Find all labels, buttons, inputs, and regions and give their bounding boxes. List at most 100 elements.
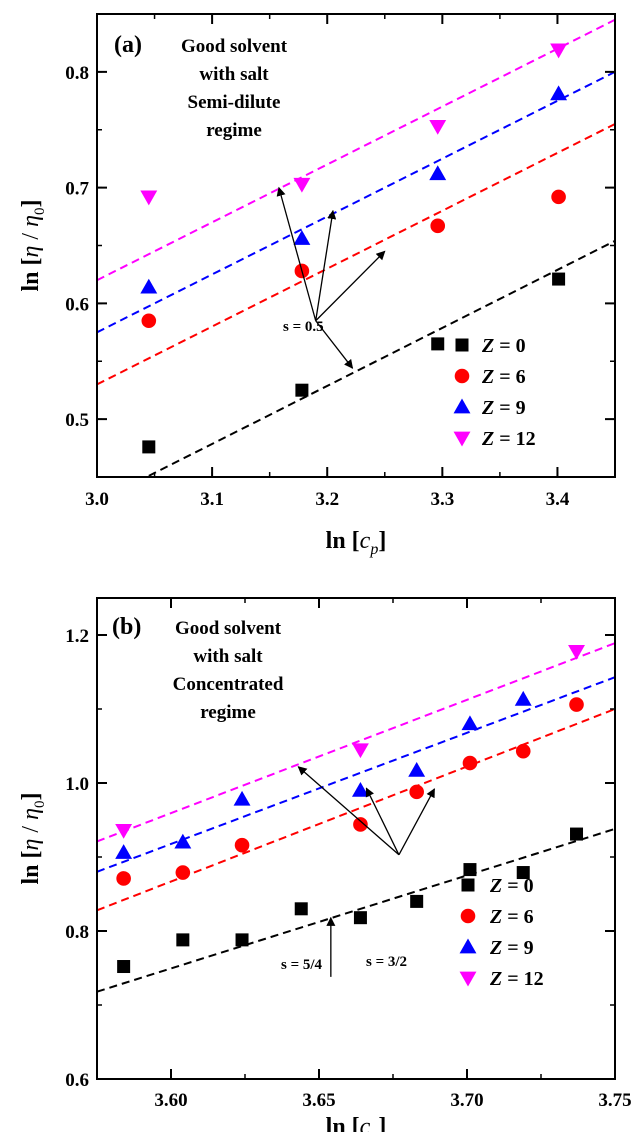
x-tick-label: 3.75 [598,1090,631,1111]
y-tick-label: 0.8 [65,922,89,943]
data-point [141,313,157,329]
data-point [116,871,131,886]
slope-arrow [398,788,436,856]
data-point [550,85,568,101]
legend-marker [461,878,475,892]
data-point [431,337,445,351]
data-point [353,911,367,925]
legend-marker [455,338,469,352]
annotation-line: Semi-dilute [188,92,281,113]
x-axis-title: ln [cp] [326,1114,387,1132]
annotation-line: regime [206,120,262,141]
data-point [174,833,192,849]
annotation-line: Good solvent [175,618,282,639]
data-point [429,119,447,135]
x-tick-label: 3.2 [315,489,339,510]
legend-marker [459,971,477,987]
data-point [142,440,156,454]
slope-arrow [315,209,337,321]
y-tick-label: 0.6 [65,1070,89,1091]
data-point [550,43,568,59]
data-point [461,715,479,731]
plot-frame [96,13,616,478]
x-tick-label: 3.1 [200,489,224,510]
annotation-line: with salt [193,646,263,667]
data-point [408,761,426,777]
data-point [351,743,369,759]
data-point [140,278,158,294]
x-tick-label: 3.0 [85,489,109,510]
slope-arrow [297,766,400,856]
slope-arrow [315,250,386,322]
y-tick-label: 0.8 [65,63,89,84]
data-point [115,824,133,839]
data-point [140,190,158,206]
annotation-line: regime [200,702,256,723]
data-point [514,690,532,706]
slope-arrow [365,787,400,856]
legend-label: Z = 0 [489,875,534,897]
legend-label: Z = 0 [481,335,526,357]
fit-line [96,676,616,873]
data-point [175,865,191,880]
y-tick-label: 0.7 [65,179,89,200]
y-tick-label: 0.6 [65,294,89,315]
x-tick-label: 3.3 [430,489,454,510]
fit-line [96,70,616,334]
panel-a: 3.0 3.1 3.2 3.3 3.4 0.5 0.6 0.7 0.8 ln [cp] ln [η … [18,13,616,558]
panel-label: (b) [112,614,141,640]
legend-marker [453,398,471,414]
y-tick-label: 0.5 [65,410,89,431]
plot-frame [96,597,616,1080]
annotation-line: Good solvent [181,36,288,57]
data-point [569,697,584,712]
data-point [570,827,584,841]
data-point [410,894,424,908]
data-point [409,784,424,800]
annotation-line: with salt [199,64,269,85]
x-tick-label: 3.70 [450,1090,483,1111]
x-axis-title: ln [cp] [326,528,387,558]
legend-marker [454,368,470,384]
data-point [430,218,446,234]
data-point [295,383,309,397]
slope-label: s = 0.5 [283,319,324,335]
data-point [115,844,133,859]
annotation-line: Concentrated [173,674,284,695]
fit-line [148,239,616,477]
y-tick-label: 1.2 [65,626,89,647]
x-tick-label: 3.4 [546,489,570,510]
data-point [117,960,131,974]
data-point [516,866,530,880]
y-tick-label: 1.0 [65,774,89,795]
data-point [551,189,566,205]
data-point [293,177,311,193]
data-point [463,863,477,877]
data-point [233,790,251,806]
fit-line [96,18,616,282]
panel-b: 3.60 3.65 3.70 3.75 0.6 0.8 1.0 1.2 ln [cp] ln [η… [18,597,632,1132]
slope-arrow [276,186,317,321]
fit-line [96,123,616,386]
data-point [429,165,447,181]
data-point [234,837,250,853]
data-point [515,743,531,759]
legend-marker [459,938,477,954]
data-point [353,817,368,832]
x-tick-label: 3.60 [154,1090,187,1111]
legend-marker [460,908,476,924]
y-axis-title: ln [η / η0] [18,793,48,885]
data-point [552,272,566,286]
data-point [293,230,311,245]
fit-line [96,708,616,912]
data-point [235,933,249,947]
legend-label: Z = 9 [489,937,534,959]
slope-label: s = 3/2 [366,954,407,970]
data-point [294,902,308,916]
data-point [462,755,478,771]
slope-arrow [315,320,354,369]
legend-marker [453,431,471,447]
y-axis-title: ln [η / η0] [18,200,48,292]
slope-label: s = 5/4 [281,957,323,973]
